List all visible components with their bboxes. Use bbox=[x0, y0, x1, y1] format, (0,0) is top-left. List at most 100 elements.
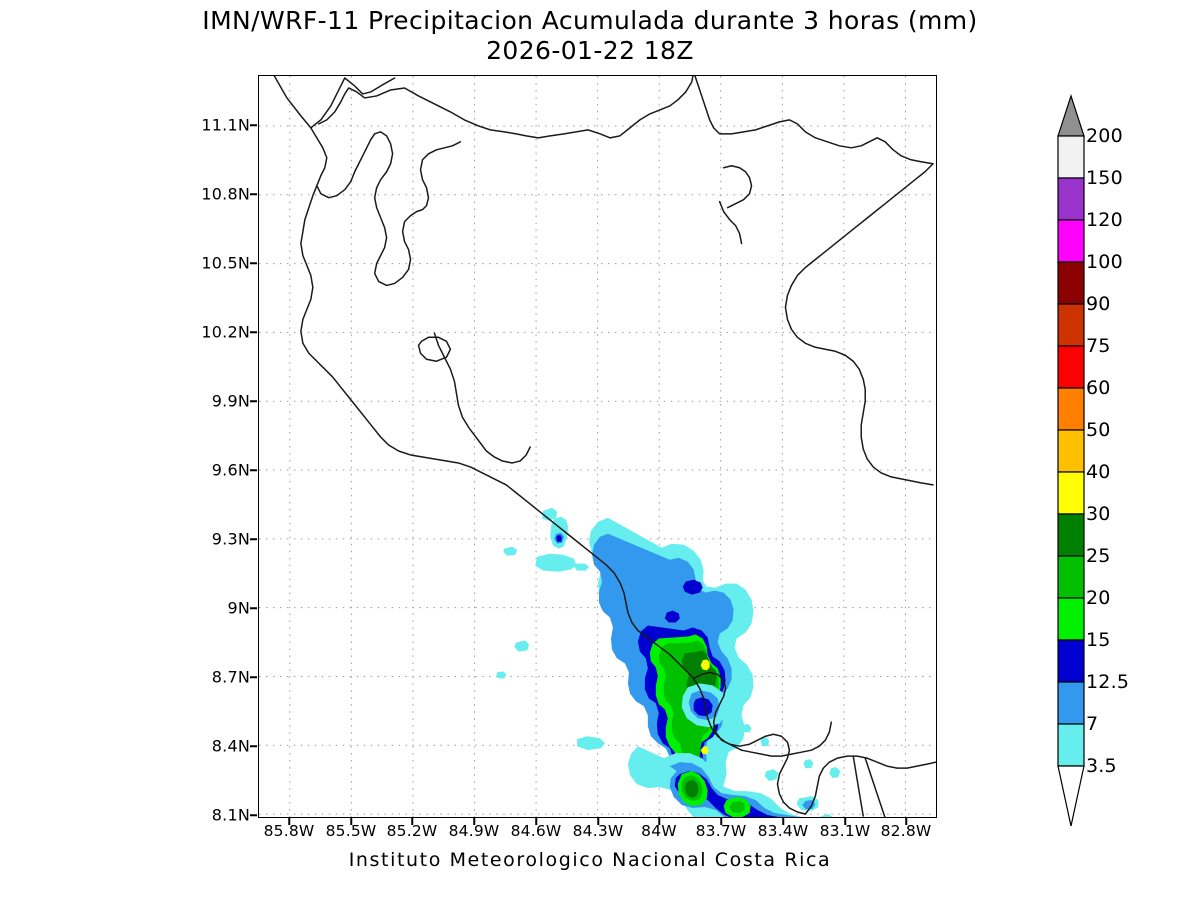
title-line-valid-time: 2026-01-22 18Z bbox=[486, 36, 694, 65]
x-tick-mark bbox=[782, 818, 784, 825]
title-line-primary: IMN/WRF-11 Precipitacion Acumulada duran… bbox=[202, 6, 978, 35]
y-tick-label: 11.1N bbox=[201, 115, 250, 135]
colorbar-band-30-40 bbox=[1057, 471, 1085, 515]
x-tick-label: 84.6W bbox=[510, 822, 562, 840]
colorbar-band-20-25 bbox=[1057, 555, 1085, 599]
colorbar-tick-label: 3.5 bbox=[1086, 755, 1117, 777]
x-tick-label: 84.3W bbox=[572, 822, 624, 840]
x-tick-mark bbox=[411, 818, 413, 825]
x-tick-mark bbox=[288, 818, 290, 825]
colorbar-tick-label: 75 bbox=[1086, 335, 1111, 357]
colorbar-band-120-150 bbox=[1057, 177, 1085, 221]
colorbar-extend-max-arrow bbox=[1057, 94, 1085, 137]
y-tick-mark bbox=[250, 469, 257, 471]
x-tick-label: 84W bbox=[641, 822, 677, 840]
x-tick-label: 85.2W bbox=[386, 822, 438, 840]
colorbar-band-75-90 bbox=[1057, 303, 1085, 347]
colorbar-tick-label: 15 bbox=[1086, 629, 1111, 651]
x-tick-label: 83.1W bbox=[819, 822, 871, 840]
colorbar-tick-label: 50 bbox=[1086, 419, 1111, 441]
colorbar-band-15-20 bbox=[1057, 597, 1085, 641]
y-tick-label: 10.2N bbox=[201, 322, 250, 342]
precipitation-field bbox=[496, 507, 841, 817]
colorbar-tick-label: 30 bbox=[1086, 503, 1111, 525]
x-tick-mark bbox=[720, 818, 722, 825]
x-tick-mark bbox=[658, 818, 660, 825]
x-tick-mark bbox=[597, 818, 599, 825]
colorbar-band-50-60 bbox=[1057, 387, 1085, 431]
figure-credit: Instituto Meteorologico Nacional Costa R… bbox=[348, 849, 832, 871]
x-tick-label: 85.8W bbox=[263, 822, 315, 840]
y-axis-labels: 11.1N 10.8N 10.5N 10.2N 9.9N 9.6N 9.3N 9… bbox=[150, 0, 250, 900]
y-tick-mark bbox=[250, 745, 257, 747]
precip-cell-isolated-inland bbox=[496, 507, 632, 751]
colorbar[interactable]: 200 150 120 100 90 75 60 50 40 30 25 20 … bbox=[1050, 90, 1190, 830]
x-tick-label: 82.8W bbox=[880, 822, 932, 840]
colorbar-tick-label: 12.5 bbox=[1086, 671, 1130, 693]
colorbar-tick-label: 90 bbox=[1086, 293, 1111, 315]
colorbar-tick-label: 60 bbox=[1086, 377, 1111, 399]
x-tick-label: 83.7W bbox=[695, 822, 747, 840]
colorbar-swatches bbox=[1057, 94, 1085, 827]
precip-cells-offshore-southeast bbox=[742, 724, 841, 817]
y-tick-mark bbox=[250, 124, 257, 126]
colorbar-tick-label: 150 bbox=[1086, 167, 1123, 189]
y-tick-label: 9.3N bbox=[211, 529, 250, 549]
y-tick-mark bbox=[250, 193, 257, 195]
precip-contour-25mm-south bbox=[684, 780, 699, 799]
y-tick-label: 9N bbox=[227, 598, 250, 618]
colorbar-band-90-100 bbox=[1057, 261, 1085, 305]
x-tick-label: 84.9W bbox=[448, 822, 500, 840]
map-coastlines bbox=[273, 76, 936, 817]
colorbar-band-60-75 bbox=[1057, 345, 1085, 389]
precip-spot-12p5mm-north bbox=[682, 579, 703, 595]
x-tick-mark bbox=[473, 818, 475, 825]
x-tick-label: 83.4W bbox=[757, 822, 809, 840]
colorbar-extend-min-arrow bbox=[1057, 765, 1085, 827]
x-tick-mark bbox=[905, 818, 907, 825]
y-tick-mark bbox=[250, 262, 257, 264]
precip-contour-20mm-south-b bbox=[729, 801, 745, 814]
y-tick-mark bbox=[250, 607, 257, 609]
colorbar-tick-label: 100 bbox=[1086, 251, 1123, 273]
colorbar-band-40-50 bbox=[1057, 429, 1085, 473]
colorbar-band-25-30 bbox=[1057, 513, 1085, 557]
y-tick-mark bbox=[250, 676, 257, 678]
colorbar-tick-label: 7 bbox=[1086, 713, 1099, 735]
map-gridlines bbox=[259, 76, 936, 817]
x-tick-mark bbox=[350, 818, 352, 825]
precip-core-30mm-lower bbox=[700, 746, 709, 755]
x-tick-mark bbox=[535, 818, 537, 825]
precip-spot-12p5mm-north2 bbox=[664, 610, 680, 623]
colorbar-tick-label: 20 bbox=[1086, 587, 1111, 609]
colorbar-tick-label: 120 bbox=[1086, 209, 1123, 231]
figure-title: IMN/WRF-11 Precipitacion Acumulada duran… bbox=[0, 6, 1180, 66]
y-tick-label: 9.6N bbox=[211, 460, 250, 480]
colorbar-band-7-12p5 bbox=[1057, 681, 1085, 725]
map-plot-area[interactable] bbox=[258, 75, 937, 818]
y-tick-label: 8.7N bbox=[211, 667, 250, 687]
colorbar-band-3p5-7 bbox=[1057, 723, 1085, 767]
y-tick-mark bbox=[250, 400, 257, 402]
map-canvas bbox=[259, 76, 936, 817]
precip-core-30mm-upper bbox=[700, 659, 710, 671]
x-tick-mark bbox=[844, 818, 846, 825]
y-tick-mark bbox=[250, 814, 257, 816]
colorbar-band-150-200 bbox=[1057, 135, 1085, 179]
y-tick-label: 9.9N bbox=[211, 391, 250, 411]
y-tick-mark bbox=[250, 331, 257, 333]
colorbar-tick-label: 40 bbox=[1086, 461, 1111, 483]
y-tick-label: 10.8N bbox=[201, 184, 250, 204]
y-tick-mark bbox=[250, 538, 257, 540]
colorbar-tick-label: 200 bbox=[1086, 125, 1123, 147]
colorbar-band-12p5-15 bbox=[1057, 639, 1085, 683]
x-tick-label: 85.5W bbox=[325, 822, 377, 840]
y-tick-label: 10.5N bbox=[201, 253, 250, 273]
precip-contour-3p5mm-south bbox=[627, 746, 803, 817]
y-tick-label: 8.4N bbox=[211, 736, 250, 756]
colorbar-band-100-120 bbox=[1057, 219, 1085, 263]
y-tick-label: 8.1N bbox=[211, 805, 250, 825]
colorbar-tick-label: 25 bbox=[1086, 545, 1111, 567]
